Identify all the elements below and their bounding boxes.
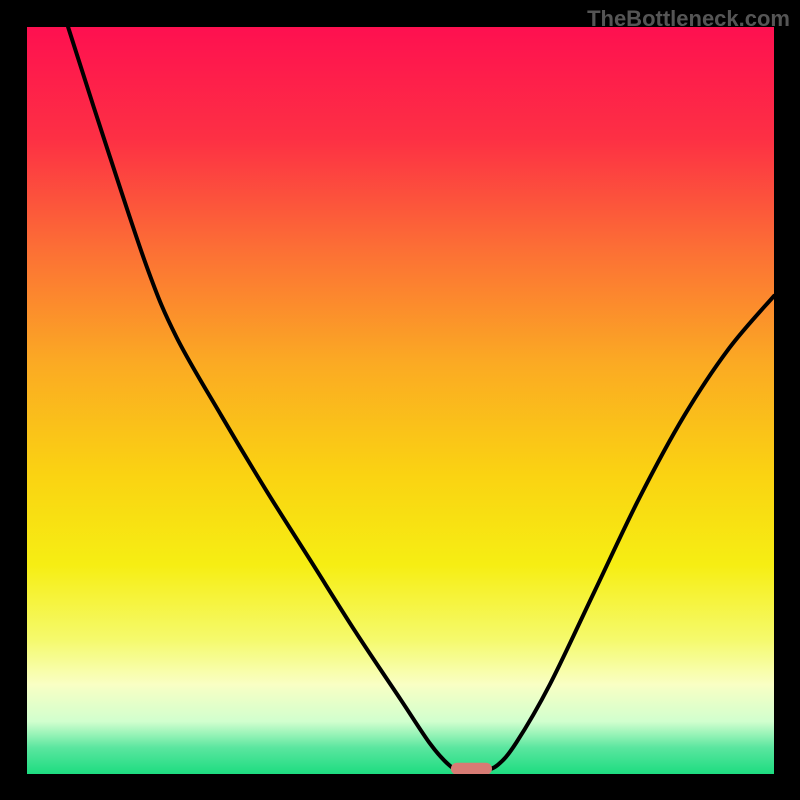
chart-container: TheBottleneck.com xyxy=(0,0,800,800)
optimal-marker xyxy=(451,763,492,775)
bottleneck-chart xyxy=(0,0,800,800)
plot-area xyxy=(27,27,774,774)
